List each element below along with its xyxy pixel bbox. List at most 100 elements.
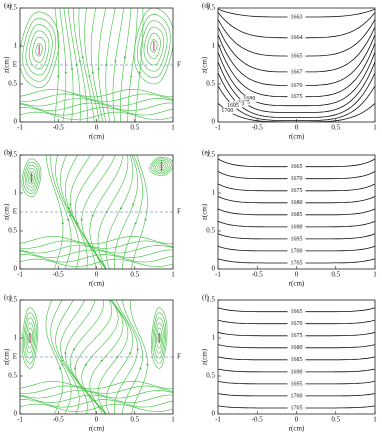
x-tick-label: 1 [373, 271, 377, 279]
arrow-dot [73, 348, 76, 351]
x-tick-label: 0.5 [331, 124, 340, 132]
streamline [156, 327, 163, 349]
streamline [55, 155, 80, 269]
annotation: E [13, 353, 17, 361]
panel: 1663166416651667167016751680168516901695… [201, 2, 378, 141]
x-tick-label: -1 [215, 271, 221, 279]
contour-label: 1680 [243, 96, 255, 102]
contour-label: 1680 [291, 345, 303, 351]
x-tick-label: 1 [373, 124, 377, 132]
x-tick-label: -1 [215, 416, 221, 424]
x-tick-label: -1 [215, 124, 221, 132]
streamline [21, 158, 42, 198]
x-tick-label: 1 [373, 416, 377, 424]
label-bg [287, 199, 306, 206]
label-bg [287, 247, 306, 254]
arrow-dot [57, 75, 60, 78]
contour-label: 1700 [291, 393, 303, 399]
arrow-dot [64, 352, 67, 355]
x-tick-label: -1 [17, 416, 23, 424]
x-tick-label: 0.5 [331, 416, 340, 424]
contour-line [218, 26, 375, 73]
label-bg [287, 332, 306, 339]
x-tick-label: 1 [171, 416, 175, 424]
arrow-dot [91, 71, 94, 74]
arrow-dot [120, 207, 123, 210]
arrow-dot [67, 218, 70, 221]
arrow-dot [100, 359, 103, 362]
arrow-dot [61, 222, 64, 225]
label-bg [287, 211, 306, 218]
streamline [50, 300, 72, 414]
streamline [20, 93, 173, 102]
arrow-dot [132, 203, 135, 206]
streamline [60, 155, 88, 269]
streamline [105, 155, 134, 269]
contour-label: 1690 [291, 224, 303, 230]
arrow-dot [69, 214, 72, 217]
contour-label: 1665 [291, 164, 303, 170]
streamline [159, 164, 164, 169]
contour-label: 1690 [291, 369, 303, 375]
y-axis-label: z(cm) [3, 203, 11, 220]
arrow-dot [129, 352, 132, 355]
streamline [140, 20, 168, 72]
x-tick-label: 0 [295, 416, 299, 424]
contour-label: 1700 [221, 108, 233, 114]
streamline [27, 327, 33, 349]
plot-area [20, 300, 173, 414]
label-bg [287, 93, 306, 100]
label-bg [287, 163, 306, 170]
label-bg [287, 259, 306, 266]
x-tick-label: -0.5 [53, 124, 65, 132]
panel: E F -1 -0.5 0 0.5 1 0 0.5 1 1.5 r(cm) z(cm) (a) [3, 2, 181, 141]
streamline [122, 155, 143, 269]
label-bg [287, 404, 306, 411]
streamline [137, 13, 171, 79]
streamline [20, 102, 173, 111]
label-bg [218, 107, 237, 114]
arrow-dot [136, 348, 139, 351]
plot-area [20, 155, 173, 269]
y-tick-label: 1 [212, 189, 216, 197]
y-axis-label: z(cm) [201, 203, 209, 220]
x-axis-label: r(cm) [289, 133, 305, 141]
streamline [151, 307, 168, 369]
streamline [20, 240, 173, 249]
annotation: F [177, 353, 181, 361]
panel-label: (a) [4, 2, 12, 10]
x-tick-label: 0 [95, 271, 99, 279]
arrow-dot [80, 218, 83, 221]
annotation: E [13, 61, 17, 69]
streamline [153, 317, 165, 359]
x-axis-label: r(cm) [89, 133, 105, 141]
label-bg [287, 53, 306, 60]
y-tick-label: 1 [14, 42, 18, 50]
streamline [143, 26, 165, 66]
panel: 1665 1670 1675 1680 1685 1690 1695 1700 1705 -1 -0… [201, 149, 378, 288]
streamline [157, 163, 166, 170]
streamline [20, 235, 173, 245]
streamline [20, 245, 173, 254]
x-tick-label: 0.5 [331, 271, 340, 279]
streamline [98, 8, 107, 122]
panel-label: (d) [202, 2, 211, 10]
y-tick-label: 0 [14, 410, 18, 418]
label-bg [287, 187, 306, 194]
contour-label: 1695 [227, 103, 239, 109]
x-axis-label: r(cm) [289, 280, 305, 288]
annotation: E [13, 208, 17, 216]
x-tick-label: -0.5 [53, 416, 65, 424]
streamline [151, 158, 172, 175]
label-bg [287, 14, 306, 21]
x-axis-label: r(cm) [89, 280, 105, 288]
contour-label: 1685 [291, 357, 303, 363]
y-tick-label: 1 [14, 189, 18, 197]
y-tick-label: 0.5 [206, 372, 215, 380]
streamline [155, 161, 168, 172]
label-bg [287, 34, 306, 41]
streamline [32, 36, 46, 63]
streamline [22, 312, 37, 364]
streamline [105, 300, 134, 414]
label-bg [287, 68, 306, 75]
